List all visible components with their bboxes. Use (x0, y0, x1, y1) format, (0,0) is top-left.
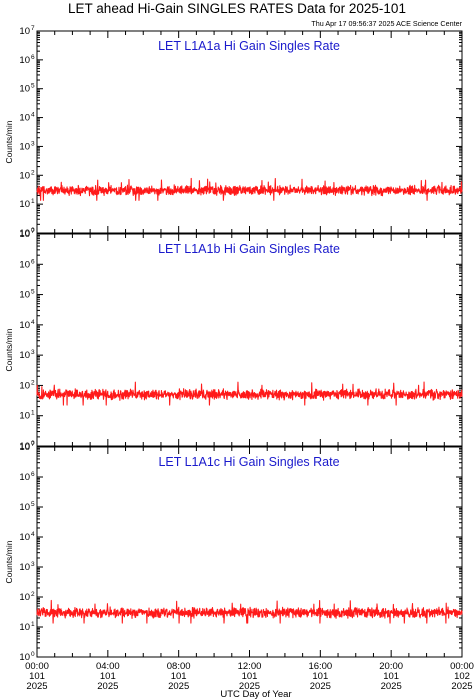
x-tick-label: 101 (171, 671, 187, 682)
y-tick-exponent: 4 (31, 319, 35, 326)
y-tick-label: 10 (19, 84, 30, 95)
y-tick-exponent: 2 (31, 379, 35, 386)
y-tick-label: 10 (19, 113, 30, 124)
x-tick-label: 101 (312, 671, 328, 682)
x-tick-label: 00:00 (25, 661, 49, 672)
y-tick-label: 10 (19, 441, 30, 452)
x-tick-label: 102 (454, 671, 470, 682)
y-tick-label: 10 (19, 26, 30, 37)
y-tick-label: 10 (19, 141, 30, 152)
panel-title: LET L1A1b Hi Gain Singles Rate (158, 242, 340, 256)
series-line (36, 599, 463, 624)
x-tick-label: 2025 (310, 681, 331, 692)
y-tick-label: 10 (19, 472, 30, 483)
x-tick-label: 101 (383, 671, 399, 682)
x-tick-label: 101 (100, 671, 116, 682)
x-tick-label: 101 (29, 671, 45, 682)
y-tick-exponent: 3 (31, 140, 35, 147)
y-tick-exponent: 5 (31, 501, 35, 508)
y-tick-label: 10 (19, 532, 30, 543)
y-tick-exponent: 2 (31, 591, 35, 598)
x-tick-label: 20:00 (379, 661, 403, 672)
y-axis-title: Counts/min (4, 120, 14, 163)
y-tick-exponent: 0 (31, 440, 35, 447)
y-tick-label: 10 (19, 55, 30, 66)
y-tick-exponent: 3 (31, 349, 35, 356)
y-tick-exponent: 6 (31, 54, 35, 61)
x-axis-labels: 00:00101202504:00101202508:00101202512:0… (25, 661, 474, 692)
x-tick-label: 16:00 (308, 661, 332, 672)
y-tick-exponent: 5 (31, 289, 35, 296)
y-tick-exponent: 2 (31, 169, 35, 176)
y-tick-label: 10 (19, 320, 30, 331)
y-tick-exponent: 0 (31, 651, 35, 658)
y-tick-exponent: 3 (31, 561, 35, 568)
y-tick-exponent: 6 (31, 471, 35, 478)
figure-title: LET ahead Hi-Gain SINGLES RATES Data for… (68, 1, 406, 16)
y-tick-exponent: 7 (31, 441, 35, 448)
plot-frame (36, 30, 463, 234)
x-tick-label: 101 (242, 671, 258, 682)
y-tick-exponent: 4 (31, 531, 35, 538)
y-tick-label: 10 (19, 199, 30, 210)
x-tick-label: 12:00 (238, 661, 262, 672)
series-line (36, 177, 463, 201)
y-tick-label: 10 (19, 170, 30, 181)
series-line (36, 381, 463, 406)
x-tick-label: 2025 (451, 681, 472, 692)
y-tick-exponent: 5 (31, 83, 35, 90)
y-tick-label: 10 (19, 290, 30, 301)
y-tick-label: 10 (19, 442, 30, 453)
y-tick-label: 10 (19, 350, 30, 361)
y-tick-label: 10 (19, 228, 30, 239)
x-tick-label: 2025 (97, 681, 118, 692)
y-tick-exponent: 4 (31, 112, 35, 119)
y-tick-label: 10 (19, 380, 30, 391)
y-tick-exponent: 6 (31, 258, 35, 265)
x-tick-label: 08:00 (167, 661, 191, 672)
panel-title: LET L1A1a Hi Gain Singles Rate (158, 39, 340, 53)
x-tick-label: 2025 (168, 681, 189, 692)
y-tick-label: 10 (19, 592, 30, 603)
timestamp: Thu Apr 17 09:56:37 2025 ACE Science Cen… (311, 19, 462, 28)
x-tick-label: 04:00 (96, 661, 120, 672)
plot-frame (36, 233, 463, 447)
x-tick-label: 00:00 (450, 661, 474, 672)
y-axis-title: Counts/min (4, 540, 14, 583)
plot-frame (36, 446, 463, 658)
x-tick-label: 2025 (26, 681, 47, 692)
y-tick-exponent: 1 (31, 198, 35, 205)
x-axis-title: UTC Day of Year (220, 689, 291, 700)
y-tick-exponent: 7 (31, 228, 35, 235)
x-tick-label: 2025 (381, 681, 402, 692)
y-tick-exponent: 1 (31, 621, 35, 628)
y-tick-label: 10 (19, 229, 30, 240)
y-tick-label: 10 (19, 502, 30, 513)
panel-title: LET L1A1c Hi Gain Singles Rate (158, 455, 339, 469)
y-tick-label: 10 (19, 411, 30, 422)
y-axis-title: Counts/min (4, 328, 14, 371)
x-tick-label: 2025 (239, 681, 260, 692)
y-tick-exponent: 1 (31, 410, 35, 417)
y-tick-label: 10 (19, 562, 30, 573)
y-tick-exponent: 7 (31, 25, 35, 32)
y-tick-label: 10 (19, 259, 30, 270)
y-tick-exponent: 0 (31, 227, 35, 234)
y-tick-label: 10 (19, 652, 30, 663)
y-tick-label: 10 (19, 622, 30, 633)
